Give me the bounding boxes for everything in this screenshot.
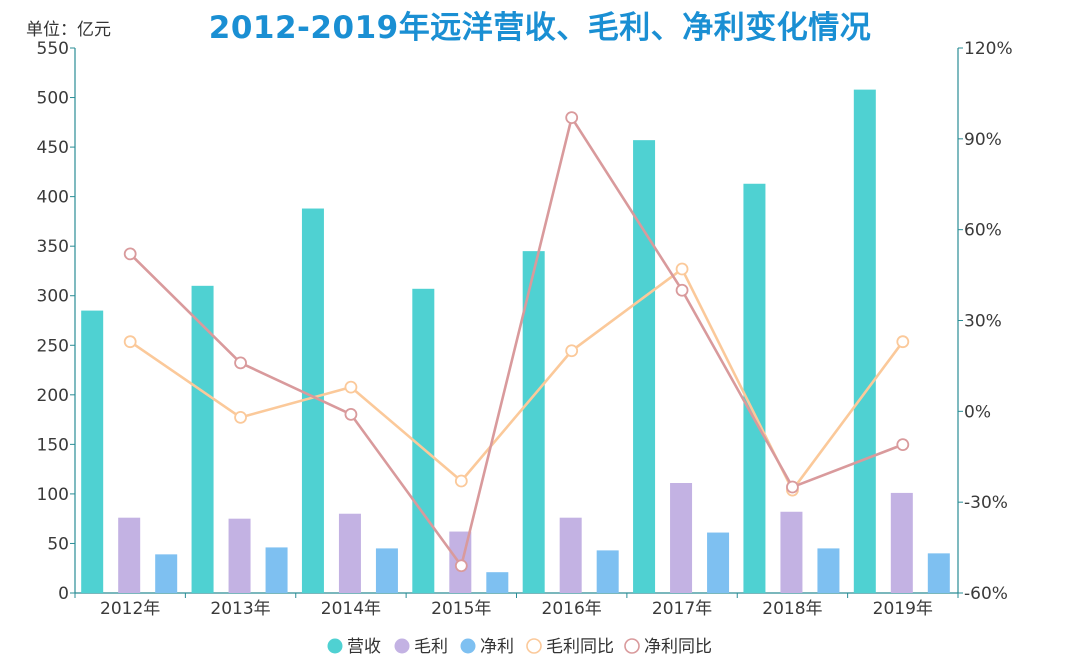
bar-营收	[633, 140, 656, 593]
bar-毛利	[338, 513, 361, 593]
point-毛利同比	[123, 335, 137, 349]
legend-item[interactable]: 营收	[327, 637, 382, 657]
y-left-tick-label: 350	[37, 237, 69, 257]
y-left-tick-label: 450	[37, 138, 69, 158]
x-tick-label: 2018年	[762, 599, 822, 619]
y-left-tick-label: 100	[37, 485, 69, 505]
y-right-tick-label: 30%	[964, 312, 1002, 332]
y-right-tick-label: 60%	[964, 221, 1002, 241]
bar-营收	[412, 288, 435, 593]
bars-layer	[81, 89, 950, 594]
legend-label: 毛利同比	[546, 637, 614, 657]
bar-营收	[522, 251, 545, 594]
chart-title: 2012-2019年远洋营收、毛利、净利变化情况	[208, 10, 872, 46]
bar-毛利	[890, 492, 913, 593]
y-left-tick-label: 400	[37, 188, 69, 208]
legend-label: 净利	[480, 637, 514, 657]
y-left-tick-label: 200	[37, 386, 69, 406]
bar-净利	[817, 548, 840, 593]
bar-毛利	[780, 511, 803, 593]
x-tick-label: 2019年	[873, 599, 933, 619]
legend-swatch	[460, 638, 476, 654]
point-净利同比	[454, 559, 468, 573]
y-right-tick-label: -30%	[964, 493, 1008, 513]
point-净利同比	[896, 438, 910, 452]
point-净利同比	[344, 407, 358, 421]
y-left-tick-label: 250	[37, 336, 69, 356]
legend-item[interactable]: 净利同比	[624, 637, 712, 657]
bar-营收	[191, 285, 214, 593]
y-left-tick-label: 150	[37, 435, 69, 455]
bar-净利	[265, 547, 288, 593]
bar-净利	[375, 548, 398, 593]
y-left-tick-label: 300	[37, 287, 69, 307]
y-left-tick-label: 500	[37, 89, 69, 109]
point-毛利同比	[344, 380, 358, 394]
legend-item[interactable]: 净利	[460, 637, 515, 657]
y-left-tick-label: 0	[58, 584, 69, 604]
legend-label: 营收	[347, 637, 381, 657]
line-毛利同比	[129, 267, 904, 492]
bar-营收	[853, 89, 876, 594]
bar-营收	[301, 208, 324, 593]
point-毛利同比	[675, 262, 689, 276]
bar-净利	[486, 572, 509, 593]
y-right-tick-label: 0%	[964, 402, 991, 422]
bar-净利	[155, 554, 178, 593]
bar-营收	[81, 310, 104, 593]
bar-毛利	[670, 483, 693, 593]
legend[interactable]: 营收 毛利 净利 毛利同比 净利同比	[327, 637, 713, 657]
legend-swatch	[327, 638, 343, 654]
legend-swatch	[526, 638, 542, 654]
legend-swatch	[394, 638, 410, 654]
legend-item[interactable]: 毛利同比	[526, 637, 614, 657]
point-毛利同比	[454, 474, 468, 488]
unit-label: 单位：亿元	[26, 20, 111, 40]
x-tick-label: 2012年	[100, 599, 160, 619]
x-tick-label: 2017年	[652, 599, 712, 619]
point-毛利同比	[565, 344, 579, 358]
legend-label: 净利同比	[644, 637, 712, 657]
axes-layer: 0 50 100 150 200 250 300 350 400 450 500 550 -60% -30…	[37, 39, 1013, 619]
y-left-tick-label: 550	[37, 39, 69, 59]
y-right-tick-label: 120%	[964, 39, 1013, 59]
y-left-tick-label: 50	[47, 534, 69, 554]
x-tick-label: 2014年	[321, 599, 381, 619]
bar-营收	[743, 183, 766, 593]
y-right-tick-label: 90%	[964, 130, 1002, 150]
bar-毛利	[118, 517, 141, 593]
bar-净利	[596, 550, 619, 593]
point-净利同比	[565, 111, 579, 125]
y-right-tick-label: -60%	[964, 584, 1008, 604]
legend-swatch	[624, 638, 640, 654]
legend-label: 毛利	[414, 637, 448, 657]
point-毛利同比	[896, 335, 910, 349]
bar-毛利	[559, 517, 582, 593]
lines-layer	[123, 111, 910, 573]
point-毛利同比	[234, 410, 247, 424]
bar-毛利	[228, 518, 251, 593]
bar-净利	[927, 553, 950, 593]
point-净利同比	[234, 356, 247, 370]
legend-item[interactable]: 毛利	[394, 637, 449, 657]
line-净利同比	[129, 116, 904, 568]
point-净利同比	[123, 247, 137, 261]
x-tick-label: 2013年	[210, 599, 270, 619]
point-净利同比	[675, 283, 689, 297]
x-tick-label: 2015年	[431, 599, 491, 619]
x-tick-label: 2016年	[542, 599, 602, 619]
bar-净利	[707, 532, 730, 593]
point-净利同比	[786, 480, 799, 494]
